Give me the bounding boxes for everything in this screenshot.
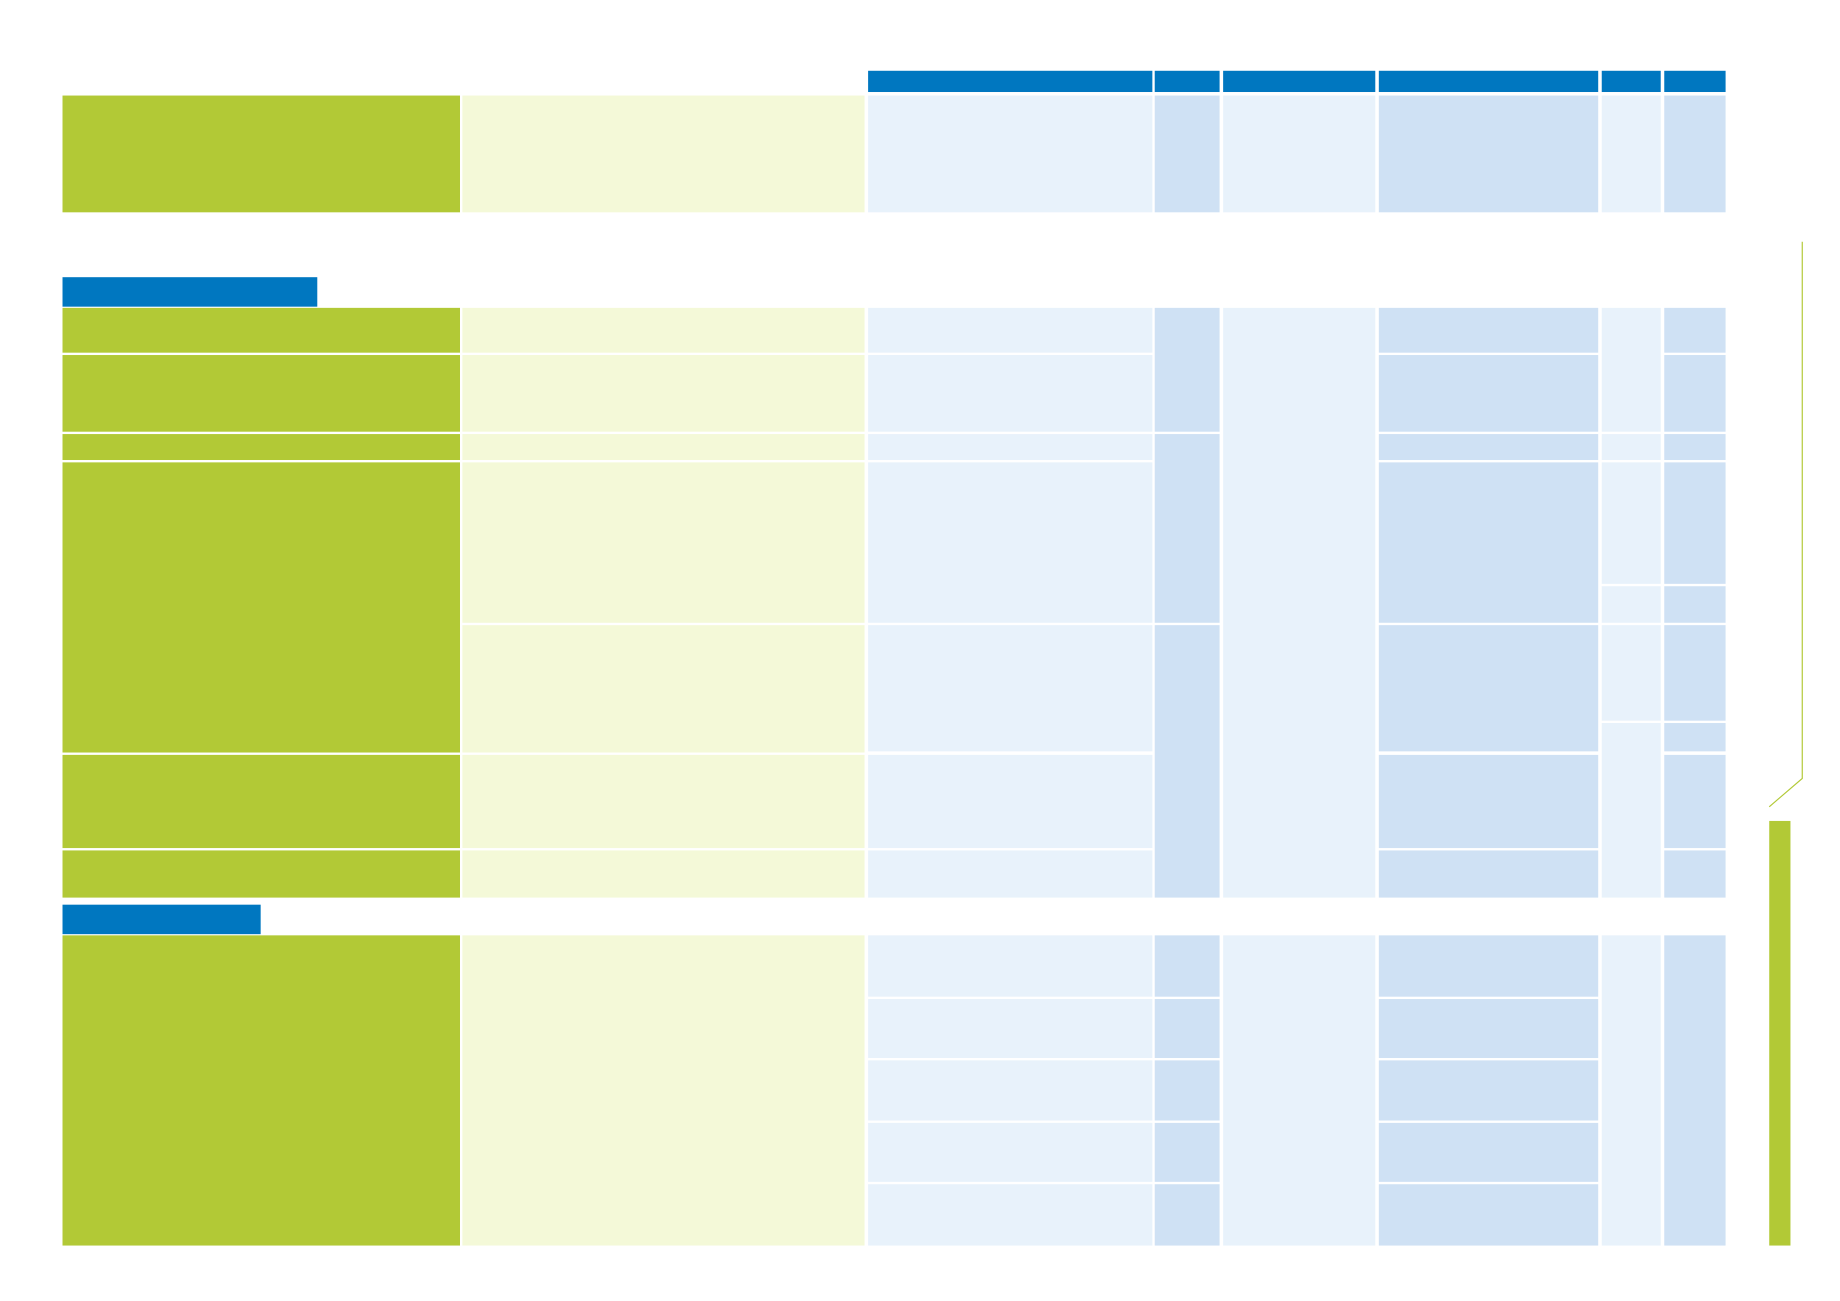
table-cell	[1664, 850, 1726, 898]
table-cell	[868, 850, 1153, 898]
table-cell	[1378, 1122, 1599, 1182]
table-cell	[1378, 1060, 1599, 1121]
table-cell	[868, 355, 1153, 432]
table-cell	[1378, 307, 1599, 353]
table-cell	[868, 1184, 1153, 1246]
table-cell	[1664, 754, 1726, 849]
table-cell	[868, 999, 1153, 1059]
table-cell	[1664, 586, 1726, 623]
table-cell	[462, 625, 865, 753]
side-bracket	[1768, 241, 1803, 808]
table-cell	[62, 355, 461, 432]
table-cell	[1601, 586, 1661, 623]
table-cell	[462, 307, 865, 353]
table-cell	[1378, 462, 1599, 623]
table-cell	[1601, 307, 1661, 432]
table-cell	[1664, 307, 1726, 353]
table-cell	[462, 434, 865, 461]
table-cell	[868, 1060, 1153, 1121]
table-cell	[62, 850, 461, 898]
table-cell	[1601, 462, 1661, 584]
table-cell	[462, 850, 865, 898]
table-cell	[868, 1122, 1153, 1182]
table-cell	[62, 935, 461, 1246]
table-cell	[1378, 625, 1599, 752]
table-cell	[868, 434, 1153, 461]
table-cell	[62, 754, 461, 849]
table-cell	[1378, 434, 1599, 461]
table-cell	[1154, 434, 1220, 623]
table-cell	[868, 462, 1153, 623]
table-cell	[1601, 625, 1661, 721]
table-cell	[1154, 1184, 1220, 1246]
table-cell	[868, 307, 1153, 353]
table-cell	[462, 935, 865, 1246]
section-header	[62, 904, 261, 935]
table-cell	[462, 754, 865, 849]
table-cell	[62, 434, 461, 461]
table-cell	[1154, 1122, 1220, 1182]
column-header	[1601, 70, 1661, 93]
table-cell	[462, 355, 865, 432]
table-cell	[1378, 850, 1599, 898]
table-cell	[1154, 999, 1220, 1059]
side-bar	[1769, 820, 1791, 1246]
table-cell	[1378, 95, 1599, 213]
table-cell	[868, 754, 1153, 849]
table-cell	[1378, 935, 1599, 997]
column-header	[868, 70, 1153, 93]
table-cell	[1664, 434, 1726, 461]
table-cell	[1154, 1060, 1220, 1121]
table-cell	[1154, 935, 1220, 997]
table-cell	[1664, 355, 1726, 432]
table-cell	[1664, 625, 1726, 721]
table-cell	[1664, 723, 1726, 752]
table-cell	[1223, 307, 1376, 898]
table-cell	[868, 935, 1153, 997]
table-cell	[1154, 625, 1220, 898]
table-cell	[1601, 95, 1661, 213]
column-header	[1223, 70, 1376, 93]
table-cell	[1601, 723, 1661, 898]
table-cell	[1378, 999, 1599, 1059]
table-cell	[868, 625, 1153, 752]
column-header	[1378, 70, 1599, 93]
table-cell	[868, 95, 1153, 213]
table-cell	[1378, 1184, 1599, 1246]
table-cell	[62, 462, 461, 753]
section-header	[62, 277, 318, 307]
table-cell	[1154, 307, 1220, 432]
table-cell	[1223, 95, 1376, 213]
table-cell	[1223, 935, 1376, 1246]
table-cell	[1664, 935, 1726, 1246]
table-cell	[1601, 434, 1661, 461]
column-header	[1664, 70, 1726, 93]
table-cell	[1664, 462, 1726, 584]
table-cell	[62, 307, 461, 353]
table-cell	[1154, 95, 1220, 213]
table-cell	[62, 95, 461, 213]
column-header	[1154, 70, 1220, 93]
table-cell	[1378, 754, 1599, 849]
table-cell	[1378, 355, 1599, 432]
table-cell	[1664, 95, 1726, 213]
table-cell	[1601, 935, 1661, 1246]
table-cell	[462, 462, 865, 623]
table-cell	[462, 95, 865, 213]
